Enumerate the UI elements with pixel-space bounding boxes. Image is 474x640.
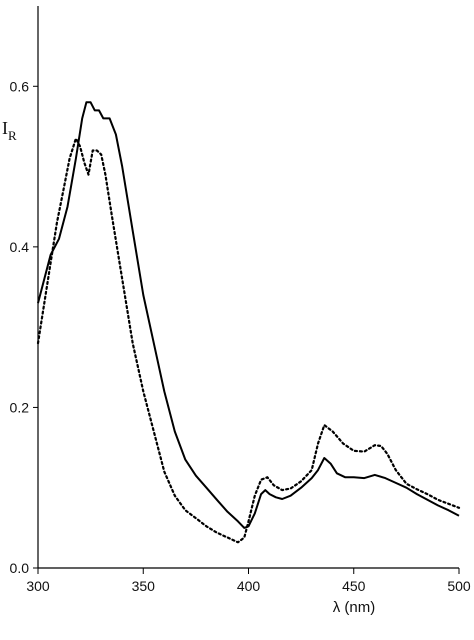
y-tick-label: 0.4 (10, 239, 30, 255)
dotted-series-line (36, 137, 461, 544)
solid-series-line (37, 101, 460, 529)
series-group (36, 101, 461, 544)
x-tick-label: 300 (26, 578, 50, 594)
y-tick-label: 0.6 (10, 78, 30, 94)
x-tick-label: 500 (447, 578, 471, 594)
x-axis-label: λ (nm) (333, 599, 376, 616)
x-tick-label: 450 (342, 578, 366, 594)
ticks: 300 350 400 450 500 0.0 0.2 0.4 0.6 (10, 78, 471, 594)
y-axis-label: IR (2, 118, 17, 143)
y-axis-label-main: I (2, 118, 8, 138)
y-axis-label-sub: R (8, 128, 17, 143)
x-tick-label: 350 (132, 578, 156, 594)
y-tick-label: 0.2 (10, 399, 30, 415)
x-tick-label: 400 (237, 578, 261, 594)
y-tick-label: 0.0 (10, 560, 30, 576)
